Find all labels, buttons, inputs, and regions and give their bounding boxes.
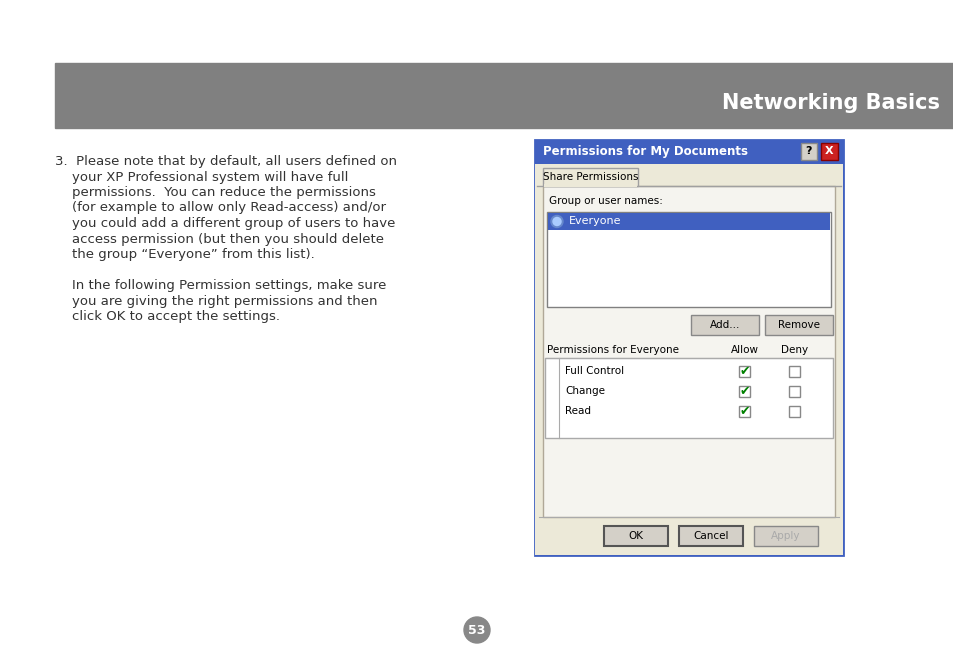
Text: Change: Change — [564, 386, 604, 396]
Bar — [542, 168, 638, 186]
Bar — [547, 213, 829, 230]
Text: you are giving the right permissions and then: you are giving the right permissions and… — [55, 295, 377, 307]
Text: Deny: Deny — [781, 345, 808, 355]
Text: Permissions for Everyone: Permissions for Everyone — [546, 345, 679, 355]
Circle shape — [463, 617, 490, 643]
Bar — [739, 365, 750, 376]
Text: 53: 53 — [468, 623, 485, 637]
Text: permissions.  You can reduce the permissions: permissions. You can reduce the permissi… — [55, 186, 375, 199]
Bar — [535, 164, 842, 555]
Bar — [739, 406, 750, 416]
Text: Everyone: Everyone — [568, 216, 620, 226]
Bar — [789, 406, 800, 416]
Bar — [546, 212, 830, 307]
Text: Apply: Apply — [770, 531, 800, 541]
Text: Permissions for My Documents: Permissions for My Documents — [542, 145, 747, 159]
Text: X: X — [824, 147, 833, 157]
Text: Full Control: Full Control — [564, 366, 623, 376]
Text: OK: OK — [628, 531, 643, 541]
Text: Read: Read — [564, 406, 590, 416]
Text: (for example to allow only Read-access) and/or: (for example to allow only Read-access) … — [55, 201, 386, 214]
Text: Add...: Add... — [709, 320, 740, 330]
Bar — [679, 526, 742, 546]
Bar — [603, 526, 667, 546]
Text: Allow: Allow — [730, 345, 759, 355]
Bar — [739, 386, 750, 396]
Text: you could add a different group of users to have: you could add a different group of users… — [55, 217, 395, 230]
Text: Share Permissions: Share Permissions — [542, 172, 638, 182]
Bar — [535, 140, 842, 164]
Text: 3.  Please note that by default, all users defined on: 3. Please note that by default, all user… — [55, 155, 396, 168]
Bar — [789, 365, 800, 376]
Text: ✔: ✔ — [739, 404, 749, 418]
Bar — [821, 143, 837, 160]
Bar — [753, 526, 817, 546]
Text: Cancel: Cancel — [693, 531, 728, 541]
Bar — [55, 63, 953, 128]
Text: click OK to accept the settings.: click OK to accept the settings. — [55, 310, 280, 323]
Bar — [535, 140, 842, 555]
Circle shape — [553, 218, 560, 226]
Bar — [544, 358, 832, 438]
Text: access permission (but then you should delete: access permission (but then you should d… — [55, 232, 384, 246]
Text: the group “Everyone” from this list).: the group “Everyone” from this list). — [55, 248, 314, 261]
Text: ?: ? — [805, 147, 811, 157]
Bar — [789, 386, 800, 396]
Text: Remove: Remove — [778, 320, 820, 330]
Bar — [801, 143, 816, 160]
Text: ✔: ✔ — [739, 384, 749, 398]
Text: Group or user names:: Group or user names: — [548, 196, 662, 206]
Text: your XP Professional system will have full: your XP Professional system will have fu… — [55, 171, 348, 183]
Text: Networking Basics: Networking Basics — [721, 94, 939, 114]
Text: ✔: ✔ — [739, 365, 749, 378]
Text: In the following Permission settings, make sure: In the following Permission settings, ma… — [55, 279, 386, 292]
Bar — [543, 184, 637, 187]
Bar — [542, 186, 834, 517]
Circle shape — [551, 216, 562, 228]
Bar — [690, 315, 759, 335]
Bar — [764, 315, 832, 335]
